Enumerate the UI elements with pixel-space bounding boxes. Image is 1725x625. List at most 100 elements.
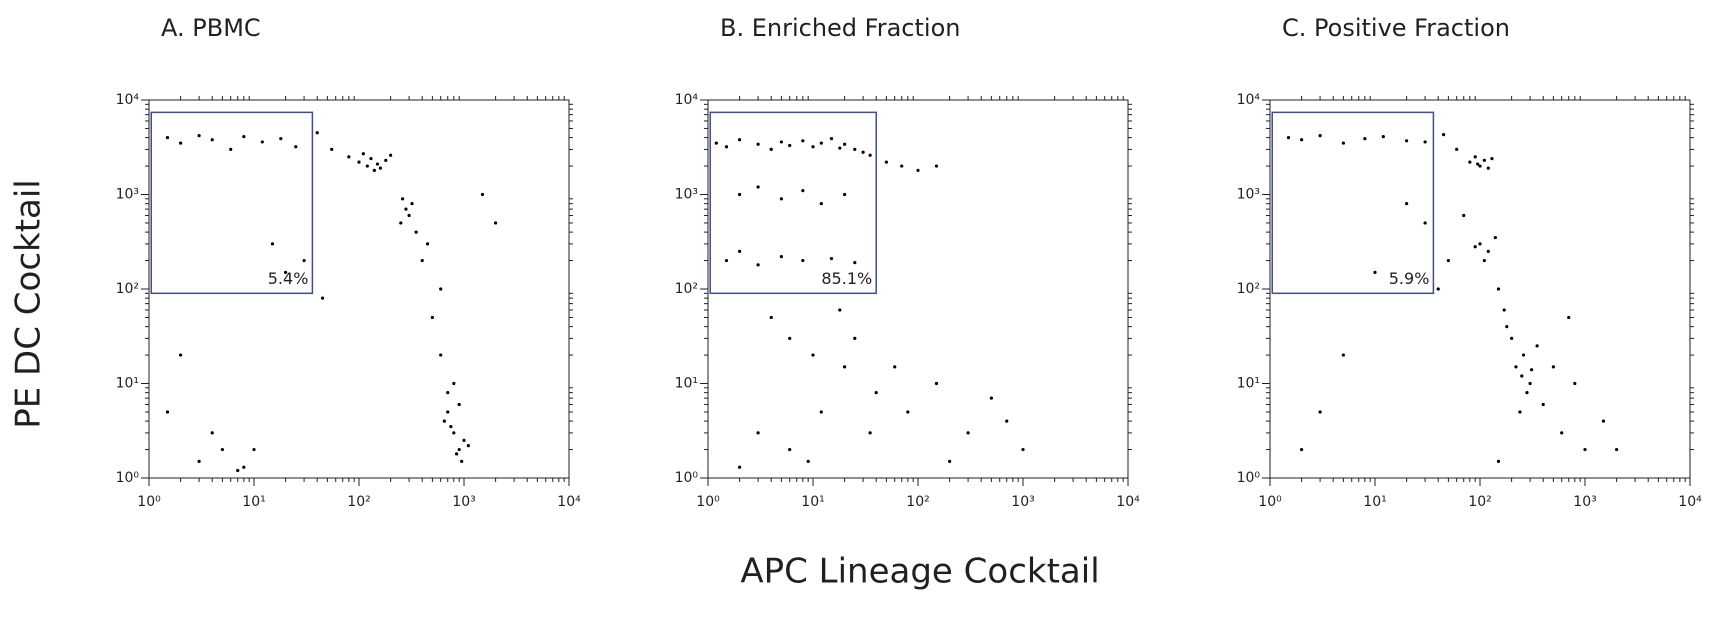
event-dot bbox=[407, 213, 411, 218]
event-dot bbox=[1455, 147, 1459, 152]
event-dot bbox=[210, 138, 214, 142]
event-dot bbox=[769, 315, 773, 320]
event-dot bbox=[714, 141, 718, 145]
event-dot bbox=[399, 221, 403, 225]
event-dot bbox=[1486, 249, 1490, 253]
y-tick-label: 10⁴ bbox=[1237, 92, 1261, 108]
event-dot bbox=[1490, 156, 1494, 161]
event-dot bbox=[1473, 245, 1477, 249]
event-dot bbox=[838, 146, 842, 150]
gate-label: 5.9% bbox=[1389, 269, 1430, 288]
event-dot bbox=[1541, 402, 1545, 407]
event-dot bbox=[1300, 447, 1304, 452]
event-dot bbox=[1528, 381, 1532, 386]
event-dot bbox=[365, 164, 369, 168]
event-dot bbox=[1496, 287, 1501, 291]
event-dot bbox=[260, 140, 264, 144]
event-dot bbox=[1496, 459, 1501, 463]
event-dot bbox=[874, 391, 878, 395]
event-dot bbox=[1318, 134, 1322, 138]
event-dot bbox=[819, 202, 823, 206]
event-dot bbox=[829, 137, 834, 141]
event-dot bbox=[197, 134, 201, 138]
event-dot bbox=[1341, 141, 1345, 145]
event-dot bbox=[838, 308, 842, 312]
event-dot bbox=[906, 410, 910, 414]
event-dot bbox=[1502, 308, 1506, 312]
event-dot bbox=[165, 136, 170, 140]
event-dot bbox=[1473, 155, 1477, 159]
event-dot bbox=[179, 141, 183, 145]
x-tick-label: 10¹ bbox=[1363, 494, 1386, 510]
event-dot bbox=[1405, 139, 1409, 143]
event-dot bbox=[302, 258, 306, 263]
event-dot bbox=[1493, 235, 1497, 240]
event-dot bbox=[934, 164, 939, 168]
event-dot bbox=[1363, 137, 1367, 141]
event-dot bbox=[480, 192, 485, 197]
event-dot bbox=[756, 431, 760, 435]
event-dot bbox=[1423, 140, 1427, 144]
event-dot bbox=[934, 381, 939, 386]
event-dot bbox=[801, 188, 805, 193]
event-dot bbox=[948, 459, 952, 463]
event-dot bbox=[756, 263, 760, 267]
x-tick-label: 10⁴ bbox=[1678, 494, 1702, 510]
event-dot bbox=[1518, 410, 1522, 414]
event-dot bbox=[1341, 353, 1345, 357]
event-dot bbox=[811, 353, 815, 357]
event-dot bbox=[1441, 133, 1446, 137]
y-tick-label: 10³ bbox=[1237, 187, 1260, 203]
panel-title: A. PBMC bbox=[161, 14, 261, 42]
y-tick-label: 10⁰ bbox=[1237, 470, 1261, 486]
event-dot bbox=[868, 431, 872, 435]
event-dot bbox=[819, 410, 823, 414]
event-dot bbox=[197, 459, 201, 463]
event-dot bbox=[462, 438, 466, 442]
event-dot bbox=[1505, 325, 1509, 329]
event-dot bbox=[446, 391, 450, 395]
event-dot bbox=[454, 452, 459, 456]
event-dot bbox=[1567, 315, 1571, 320]
event-dot bbox=[1573, 381, 1577, 386]
event-dot bbox=[1521, 353, 1526, 357]
panel-title: B. Enriched Fraction bbox=[720, 14, 960, 42]
event-dot bbox=[724, 258, 729, 263]
event-dot bbox=[452, 381, 456, 386]
event-dot bbox=[861, 150, 865, 154]
event-dot bbox=[893, 365, 897, 369]
event-dot bbox=[853, 147, 857, 152]
x-tick-label: 10² bbox=[906, 494, 929, 510]
gate bbox=[150, 111, 314, 295]
event-dot bbox=[843, 192, 847, 197]
event-dot bbox=[442, 419, 446, 423]
event-dot bbox=[900, 164, 904, 168]
event-dot bbox=[369, 156, 373, 161]
event-dot bbox=[446, 410, 450, 414]
event-dot bbox=[989, 396, 993, 400]
event-dot bbox=[966, 431, 970, 435]
plot-frame bbox=[148, 99, 570, 479]
event-dot bbox=[420, 258, 424, 263]
event-dot bbox=[806, 459, 810, 463]
event-dot bbox=[378, 166, 383, 170]
y-tick-label: 10⁰ bbox=[675, 470, 699, 486]
plot-frame bbox=[1269, 99, 1691, 479]
event-dot bbox=[1601, 419, 1606, 423]
event-dot bbox=[320, 296, 325, 300]
y-tick-label: 10¹ bbox=[116, 376, 139, 392]
x-tick-label: 10³ bbox=[452, 494, 475, 510]
event-dot bbox=[1486, 166, 1490, 170]
event-dot bbox=[284, 270, 288, 274]
event-dot bbox=[210, 431, 214, 435]
event-dot bbox=[414, 230, 418, 234]
event-dot bbox=[242, 134, 246, 139]
event-dot bbox=[779, 140, 783, 144]
plot-frame bbox=[707, 99, 1129, 479]
event-dot bbox=[853, 336, 857, 341]
y-tick-label: 10¹ bbox=[675, 376, 698, 392]
event-dot bbox=[788, 447, 792, 452]
event-dot bbox=[1423, 221, 1427, 225]
y-tick-label: 10⁴ bbox=[116, 92, 140, 108]
y-tick-label: 10³ bbox=[675, 187, 698, 203]
